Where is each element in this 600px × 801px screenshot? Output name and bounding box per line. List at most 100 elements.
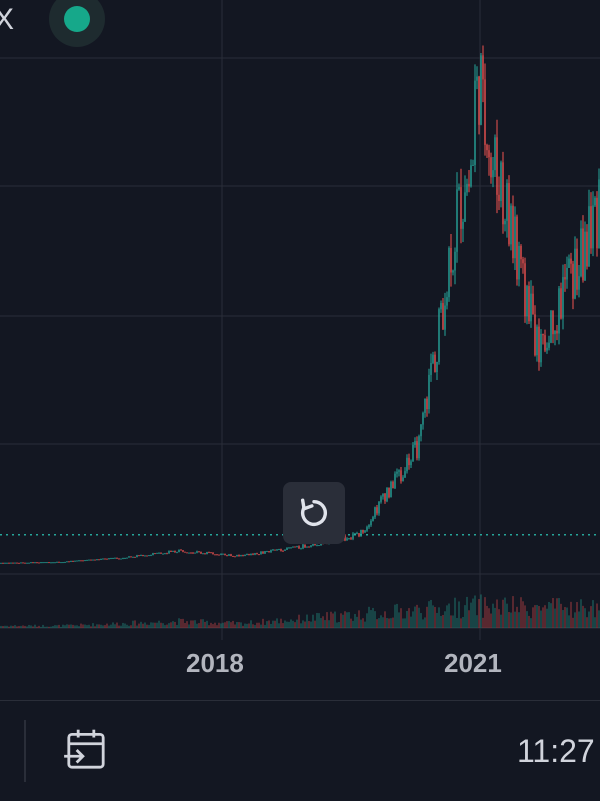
candle-body xyxy=(346,538,348,541)
candle-body xyxy=(586,231,588,267)
volume-bar xyxy=(370,610,372,628)
candle-body xyxy=(528,286,530,322)
candle-body xyxy=(318,545,320,547)
volume-bar xyxy=(368,606,370,628)
candle-body xyxy=(572,263,574,299)
volume-bar xyxy=(338,621,340,628)
volume-bar xyxy=(150,622,152,628)
volume-bar xyxy=(354,613,356,628)
candle-body xyxy=(62,562,64,564)
price-chart[interactable] xyxy=(0,0,600,700)
go-to-date-button[interactable] xyxy=(58,722,114,778)
candle-body xyxy=(60,562,62,564)
volume-bar xyxy=(190,620,192,628)
status-indicator xyxy=(49,0,105,47)
candle-body xyxy=(282,550,284,552)
candle-body xyxy=(452,270,454,273)
candle-body xyxy=(36,562,38,564)
candle-body xyxy=(178,549,180,553)
volume-bar xyxy=(382,617,384,628)
volume-bar xyxy=(172,621,174,628)
candle-body xyxy=(510,205,512,245)
volume-bar xyxy=(70,624,72,628)
volume-bar xyxy=(428,601,430,628)
candle-body xyxy=(404,471,406,478)
candle-body xyxy=(534,314,536,356)
volume-bar xyxy=(296,619,298,628)
volume-bar xyxy=(404,618,406,628)
candle-body xyxy=(596,197,598,249)
candle-body xyxy=(186,552,188,554)
candle-body xyxy=(418,436,420,459)
volume-bar xyxy=(586,617,588,628)
volume-bar xyxy=(466,596,468,628)
candle-body xyxy=(280,549,282,551)
volume-bar xyxy=(218,622,220,628)
volume-bar xyxy=(522,601,524,628)
candle-body xyxy=(32,562,34,564)
candle-body xyxy=(122,558,124,560)
close-icon[interactable]: X xyxy=(0,3,15,36)
volume-bar xyxy=(366,613,368,628)
volume-bar xyxy=(476,615,478,628)
volume-bar xyxy=(38,625,40,628)
candle-body xyxy=(388,487,390,498)
volume-bar xyxy=(288,621,290,628)
volume-bar xyxy=(562,610,564,628)
volume-bar xyxy=(326,612,328,628)
volume-bar xyxy=(100,624,102,628)
volume-bar xyxy=(238,622,240,628)
candle-body xyxy=(108,558,110,560)
candle-body xyxy=(102,558,104,560)
volume-bar xyxy=(18,626,20,628)
volume-bar xyxy=(470,602,472,628)
volume-bar xyxy=(518,612,520,628)
volume-bar xyxy=(52,626,54,628)
volume-bar xyxy=(30,625,32,628)
volume-bar xyxy=(474,595,476,628)
volume-bar xyxy=(412,611,414,628)
volume-bar xyxy=(120,625,122,628)
candle-body xyxy=(220,553,222,555)
volume-bar xyxy=(534,605,536,628)
candle-body xyxy=(560,288,562,319)
candle-body xyxy=(2,562,4,564)
candle-body xyxy=(502,162,504,225)
candle-body xyxy=(530,293,532,322)
volume-bar xyxy=(228,621,230,628)
volume-bar xyxy=(88,624,90,628)
volume-bar xyxy=(596,603,598,628)
volume-bar xyxy=(214,622,216,628)
candle-body xyxy=(8,562,10,564)
volume-bar xyxy=(0,625,2,628)
candle-body xyxy=(458,187,460,190)
candle-body xyxy=(148,555,150,557)
candle-body xyxy=(580,228,582,277)
volume-bar xyxy=(342,614,344,628)
candle-body xyxy=(446,297,448,306)
volume-bar xyxy=(114,624,116,628)
candle-body xyxy=(550,310,552,343)
volume-bar xyxy=(430,599,432,628)
volume-bar xyxy=(266,621,268,628)
candle-body xyxy=(136,555,138,558)
volume-bar xyxy=(324,620,326,628)
candle-body xyxy=(206,552,208,554)
candle-body xyxy=(124,557,126,559)
candle-body xyxy=(402,477,404,482)
candle-body xyxy=(194,552,196,554)
candle-body xyxy=(244,554,246,556)
volume-bar xyxy=(272,620,274,628)
candle-body xyxy=(106,558,108,560)
volume-bar xyxy=(564,607,566,628)
volume-bar xyxy=(362,618,364,628)
volume-bar xyxy=(122,622,124,628)
candle-body xyxy=(156,552,158,554)
candle-body xyxy=(472,164,474,166)
candle-body xyxy=(68,561,70,563)
reset-chart-button[interactable] xyxy=(283,482,345,544)
candle-body xyxy=(58,561,60,563)
volume-bar xyxy=(62,624,64,628)
candle-body xyxy=(398,470,400,472)
candle-body xyxy=(386,487,388,502)
